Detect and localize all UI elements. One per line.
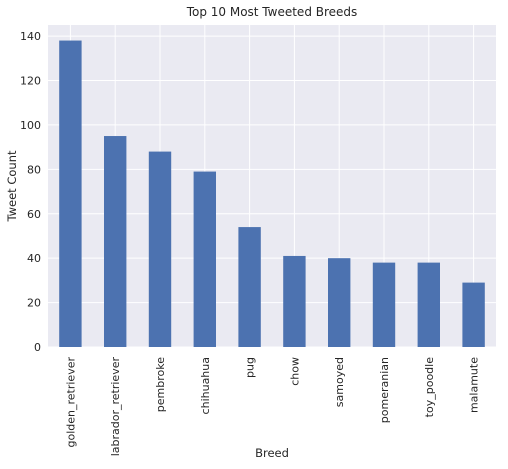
x-tick-label: pembroke (154, 357, 167, 412)
y-axis-ticks: 0 20 40 60 80 100 120 140 (20, 30, 41, 354)
x-tick-label: samoyed (333, 357, 346, 407)
x-tick-label: toy_poodle (423, 357, 436, 418)
x-tick-label: chihuahua (199, 357, 212, 414)
bar-labrador_retriever (104, 136, 127, 347)
x-axis-label: Breed (255, 446, 289, 460)
y-tick-label: 80 (27, 163, 41, 176)
bar-chihuahua (193, 171, 216, 347)
y-tick-label: 0 (34, 341, 41, 354)
y-tick-label: 120 (20, 75, 41, 88)
y-tick-label: 140 (20, 30, 41, 43)
bar-pomeranian (372, 262, 396, 347)
bar-toy_poodle (417, 262, 440, 347)
bar-golden_retriever (59, 40, 82, 347)
x-tick-label: malamute (468, 357, 481, 413)
y-tick-label: 100 (20, 119, 41, 132)
x-tick-label: golden_retriever (64, 357, 77, 448)
x-axis-ticks: golden_retriever labrador_retriever pembro… (64, 357, 480, 457)
bar-samoyed (328, 258, 351, 347)
bar-malamute (462, 282, 485, 347)
y-tick-label: 20 (27, 297, 41, 310)
bars (59, 40, 485, 347)
bar-pembroke (148, 151, 172, 347)
x-tick-label: labrador_retriever (109, 357, 122, 457)
bar-pug (238, 227, 261, 347)
chart-title: Top 10 Most Tweeted Breeds (186, 5, 358, 19)
bar-chow (283, 255, 306, 347)
x-tick-label: chow (288, 357, 301, 386)
y-axis-label: Tweet Count (5, 150, 19, 222)
y-tick-label: 60 (27, 208, 41, 221)
x-tick-label: pug (244, 357, 257, 378)
x-tick-label: pomeranian (378, 357, 391, 423)
y-tick-label: 40 (27, 252, 41, 265)
